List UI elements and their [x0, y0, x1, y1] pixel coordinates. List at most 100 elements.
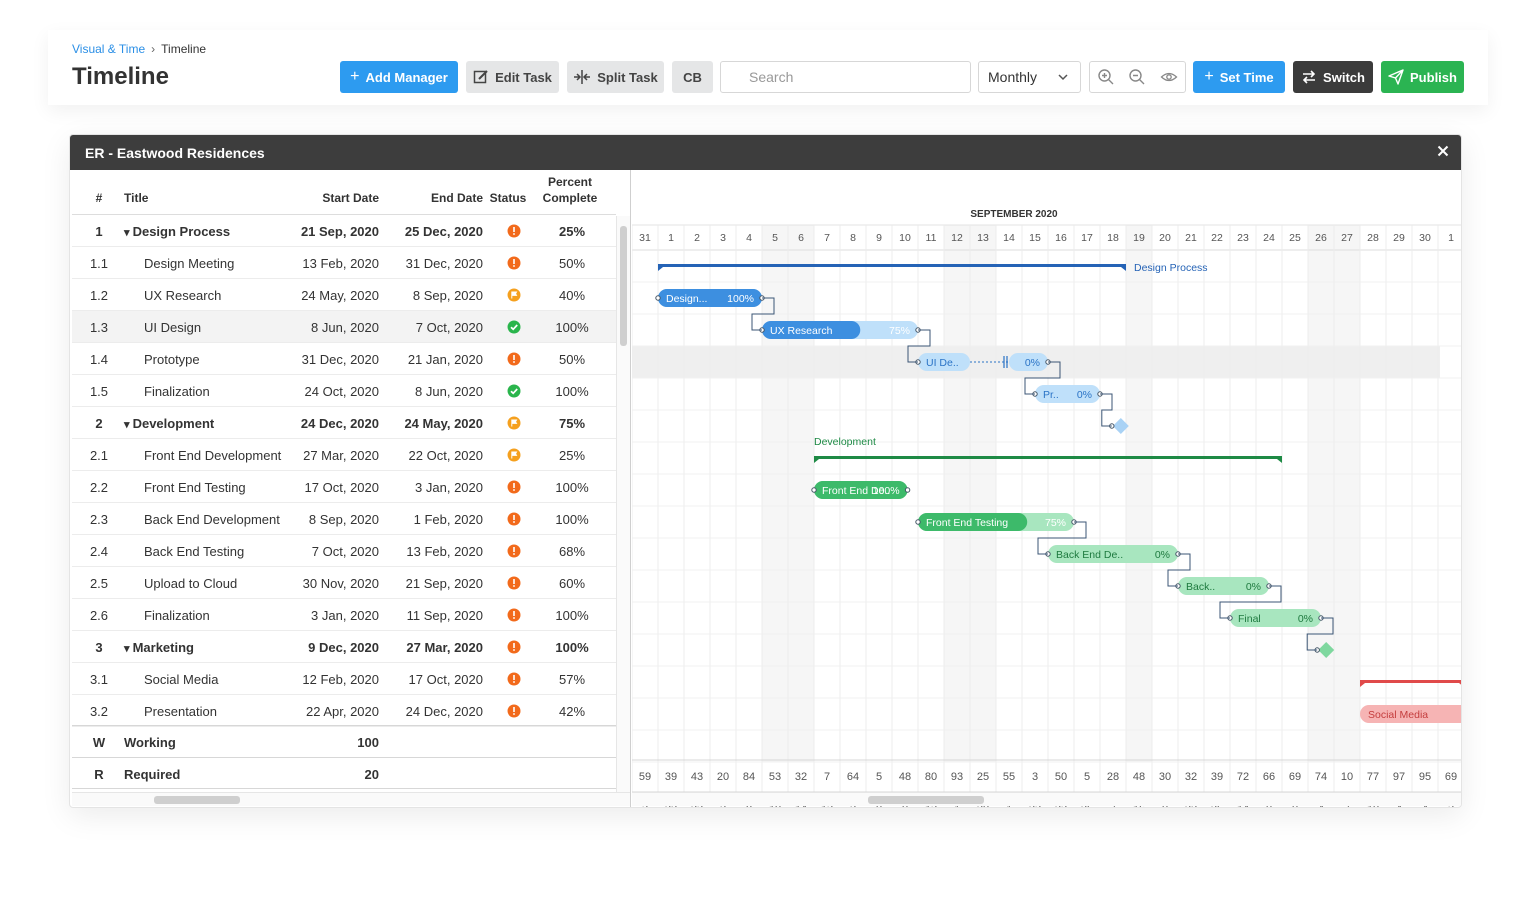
weekend-column [788, 225, 814, 762]
summary-bar[interactable] [814, 456, 1282, 459]
split-task-button[interactable]: Split Task [567, 61, 664, 93]
summary-bar[interactable] [658, 264, 1126, 267]
plus-icon: + [1204, 68, 1214, 85]
edit-task-label: Edit Task [495, 69, 552, 85]
table-row[interactable]: 1 ▾ Design Process 21 Sep, 2020 25 Dec, 202… [72, 215, 616, 247]
gantt-horizontal-scrollbar[interactable] [632, 792, 1461, 806]
task-start-date: 3 Jan, 2020 [311, 608, 379, 623]
task-percent: 50% [558, 256, 586, 271]
collapse-triangle-icon[interactable]: ▾ [124, 419, 133, 431]
panel-header: ER - Eastwood Residences [70, 135, 1461, 170]
task-start-date: 8 Jun, 2020 [311, 320, 379, 335]
cb-button[interactable]: CB [672, 61, 713, 93]
working-value: 7 [824, 771, 830, 783]
table-row[interactable]: 1.5 Finalization 24 Oct, 2020 8 Jun, 2020 10… [72, 375, 616, 407]
scroll-thumb[interactable] [620, 226, 627, 346]
day-label: 12 [951, 232, 963, 244]
task-title: Finalization [144, 608, 210, 623]
working-value: 5 [1084, 771, 1090, 783]
task-bar[interactable] [1048, 545, 1178, 563]
summary-label: Required [124, 767, 181, 782]
day-label: 30 [1419, 232, 1431, 244]
close-icon[interactable] [1437, 145, 1449, 157]
task-title: Presentation [144, 704, 217, 719]
table-row[interactable]: 2.6 Finalization 3 Jan, 2020 11 Sep, 2020 10… [72, 599, 616, 631]
scroll-thumb[interactable] [154, 796, 240, 804]
col-num-header[interactable]: # [95, 191, 103, 205]
link-handle[interactable] [904, 487, 911, 493]
col-end-header[interactable]: End Date [430, 191, 483, 205]
col-percent-header[interactable]: Percent Complete [540, 175, 600, 205]
milestone-diamond[interactable] [1318, 642, 1335, 658]
task-bar-label: Design... [666, 293, 707, 305]
collapse-triangle-icon[interactable]: ▾ [124, 643, 133, 655]
task-bar[interactable] [918, 353, 970, 371]
summary-row-required: R Required 20 [72, 757, 616, 789]
weekend-column [762, 225, 788, 762]
col-status-header[interactable]: Status [489, 191, 527, 205]
eye-icon[interactable] [1160, 68, 1178, 86]
table-row[interactable]: 1.3 UI Design 8 Jun, 2020 7 Oct, 2020 100% [72, 311, 616, 343]
split-handle-icon[interactable] [1003, 356, 1008, 368]
summary-bar-label: Development [814, 436, 876, 448]
table-row[interactable]: 2.2 Front End Testing 17 Oct, 2020 3 Jan, 2… [72, 471, 616, 503]
task-bar[interactable] [1230, 609, 1321, 627]
task-bar[interactable] [1360, 705, 1462, 723]
task-title: UX Research [144, 288, 221, 303]
table-row[interactable]: 1.4 Prototype 31 Dec, 2020 21 Jan, 2020 50% [72, 343, 616, 375]
table-row[interactable]: 3.2 Presentation 22 Apr, 2020 24 Dec, 2020 4… [72, 695, 616, 727]
edit-task-button[interactable]: Edit Task [466, 61, 559, 93]
dependency-connector [751, 297, 775, 331]
breadcrumb-parent-link[interactable]: Visual & Time [72, 42, 146, 56]
day-label: 24 [1263, 232, 1275, 244]
collapse-triangle-icon[interactable]: ▾ [124, 227, 133, 239]
task-end-date: 17 Oct, 2020 [408, 672, 483, 687]
pane-divider[interactable] [630, 170, 631, 807]
table-row[interactable]: 3 ▾ Marketing 9 Dec, 2020 27 Mar, 2020 100% [72, 631, 616, 663]
scroll-thumb[interactable] [868, 796, 984, 804]
summary-bar-cap [1277, 456, 1282, 463]
warning-status-icon [507, 352, 521, 369]
breadcrumb-separator-icon: › [151, 42, 156, 56]
day-label: 8 [850, 232, 856, 244]
working-value: 53 [769, 771, 781, 783]
day-label: 6 [798, 232, 804, 244]
grid-vertical-scrollbar[interactable] [616, 216, 630, 794]
search-input[interactable]: Search [720, 61, 971, 93]
table-row[interactable]: 1.2 UX Research 24 May, 2020 8 Sep, 2020 40% [72, 279, 616, 311]
task-end-date: 3 Jan, 2020 [415, 480, 483, 495]
summary-bar[interactable] [1360, 680, 1462, 683]
milestone-diamond[interactable] [1112, 418, 1129, 434]
view-mode-select[interactable]: Monthly [978, 61, 1081, 93]
task-bar-label: Final [1238, 613, 1261, 625]
publish-button[interactable]: Publish [1381, 61, 1464, 93]
switch-button[interactable]: Switch [1293, 61, 1373, 93]
warning-status-icon [507, 640, 521, 657]
table-row[interactable]: 2 ▾ Development 24 Dec, 2020 24 May, 2020 75… [72, 407, 616, 439]
set-time-button[interactable]: + Set Time [1193, 61, 1285, 93]
col-title-header[interactable]: Title [124, 191, 149, 205]
task-title-text: Social Media [144, 672, 219, 687]
weekend-column [944, 225, 970, 762]
link-handle[interactable] [655, 295, 661, 301]
link-handle[interactable] [915, 519, 921, 525]
task-bar[interactable] [1009, 353, 1048, 371]
add-manager-button[interactable]: + Add Manager [340, 61, 458, 93]
table-row[interactable]: 3.1 Social Media 12 Feb, 2020 17 Oct, 2020 5… [72, 663, 616, 695]
col-start-header[interactable]: Start Date [322, 191, 379, 205]
working-value: 84 [743, 771, 755, 783]
table-row[interactable]: 2.1 Front End Development 27 Mar, 2020 22 O… [72, 439, 616, 471]
zoom-in-icon[interactable] [1097, 68, 1115, 86]
task-percent: 60% [558, 576, 586, 591]
task-bar[interactable] [1035, 385, 1100, 403]
link-handle[interactable] [811, 487, 817, 493]
table-row[interactable]: 2.5 Upload to Cloud 30 Nov, 2020 21 Sep, 20… [72, 567, 616, 599]
table-row[interactable]: 2.4 Back End Testing 7 Oct, 2020 13 Feb, 20… [72, 535, 616, 567]
grid-horizontal-scrollbar[interactable] [72, 792, 630, 806]
working-value: 32 [795, 771, 807, 783]
zoom-out-icon[interactable] [1128, 68, 1146, 86]
table-row[interactable]: 1.1 Design Meeting 13 Feb, 2020 31 Dec, 202… [72, 247, 616, 279]
task-title: UI Design [144, 320, 201, 335]
table-row[interactable]: 2.3 Back End Development 8 Sep, 2020 1 Feb,… [72, 503, 616, 535]
task-bar[interactable] [1178, 577, 1269, 595]
